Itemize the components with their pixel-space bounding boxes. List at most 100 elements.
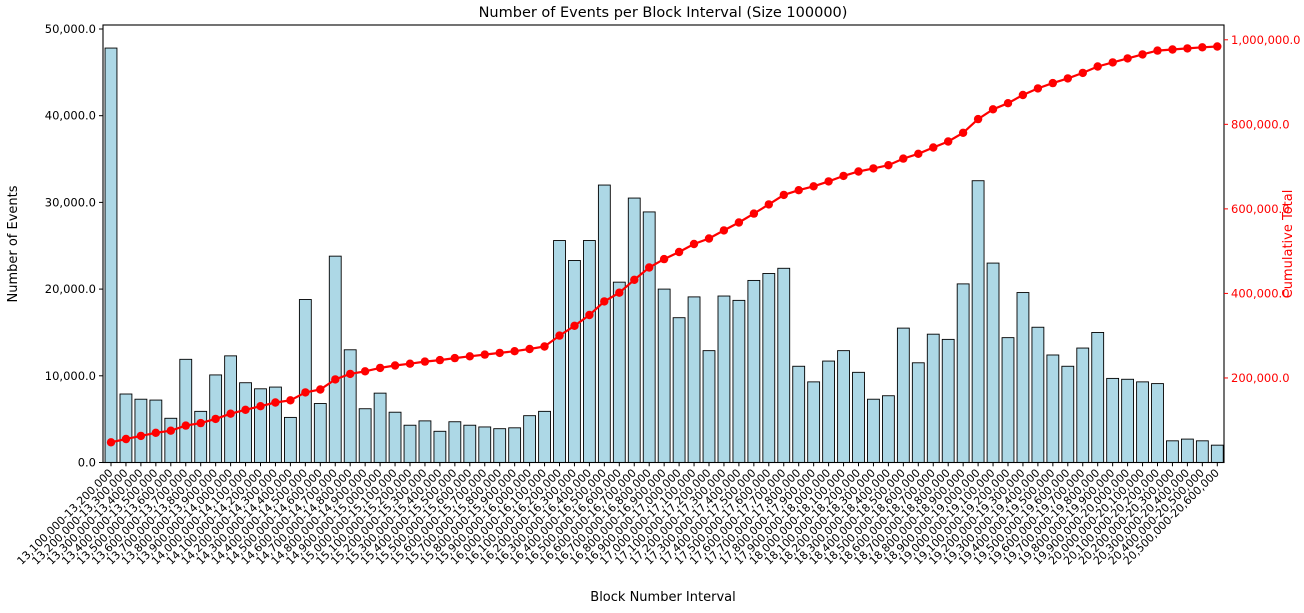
bar [926, 333, 940, 463]
bar [657, 288, 671, 463]
y-axis-title-right: Cumulative Total [1281, 190, 1296, 299]
y-right-tick-label: 600,000.0 [1231, 202, 1290, 216]
bar [448, 421, 462, 463]
bar [747, 279, 761, 463]
bar [896, 327, 910, 463]
bar [837, 350, 850, 463]
cumulative-point [1048, 78, 1058, 88]
bar [568, 260, 581, 463]
bar [1091, 332, 1105, 463]
cumulative-point [689, 239, 699, 249]
y-left-tick-label: 10,000.0 [45, 369, 96, 383]
bar [134, 398, 148, 463]
cumulative-point [645, 263, 654, 272]
y-right-tick-label: 200,000.0 [1231, 371, 1290, 385]
cumulative-point [435, 355, 445, 365]
cumulative-point [704, 234, 714, 243]
x-tick-labels: 13,100,000-13,200,00013,200,000-13,300,0… [15, 466, 1222, 567]
bar [1210, 444, 1224, 463]
cumulative-point [914, 149, 923, 158]
bar [313, 403, 327, 463]
cumulative-point [630, 275, 639, 284]
cumulative-point [1138, 50, 1147, 59]
cumulative-point [929, 143, 938, 152]
bar [1180, 438, 1194, 463]
cumulative-point [1198, 43, 1207, 52]
cumulative-point [899, 154, 908, 163]
cumulative-point [136, 431, 146, 441]
cumulative-point [181, 421, 190, 430]
y-right-ticks: 200,000.0 400,000.0 600,000.0 800,000.0 1,00… [1224, 33, 1301, 385]
cumulative-point [226, 409, 235, 418]
cumulative-point [480, 350, 489, 359]
cumulative-point [166, 426, 175, 435]
cumulative-point [450, 353, 459, 363]
bar [164, 417, 178, 463]
cumulative-point [734, 218, 744, 227]
bar [1106, 377, 1120, 463]
cumulative-point [1078, 68, 1088, 78]
cumulative-point [794, 186, 803, 195]
bar [104, 47, 118, 463]
cumulative-point [510, 347, 519, 356]
bar [717, 295, 731, 463]
cumulative-point [779, 190, 788, 200]
bar [418, 420, 432, 463]
cumulative-point [346, 369, 355, 379]
cumulative-point [331, 375, 340, 384]
bar [583, 240, 596, 463]
cumulative-point [555, 331, 564, 340]
cumulative-line-series [106, 42, 1222, 447]
y-right-tick-label: 800,000.0 [1231, 117, 1290, 131]
bar [1031, 326, 1045, 463]
cumulative-point [958, 128, 968, 137]
bar [986, 262, 1000, 463]
cumulative-point [1168, 45, 1177, 54]
cumulative-point [839, 171, 848, 181]
cumulative-point [1018, 90, 1028, 100]
bar [284, 416, 297, 463]
cumulative-point [241, 405, 250, 414]
bar [119, 393, 133, 463]
cumulative-point [585, 310, 594, 320]
cumulative-point [854, 167, 863, 176]
cumulative-point [1183, 44, 1192, 53]
bar [1136, 381, 1149, 463]
bar [807, 381, 821, 463]
bar [687, 296, 701, 463]
bar [672, 317, 686, 463]
bar [956, 283, 970, 463]
bar [762, 273, 776, 463]
bar [911, 362, 925, 463]
bar [867, 398, 880, 463]
cumulative-point [884, 161, 893, 170]
bar [553, 240, 566, 463]
bar [373, 392, 387, 463]
cumulative-point [749, 209, 759, 218]
cumulative-point [301, 388, 310, 397]
cumulative-point [375, 363, 385, 373]
bar [403, 424, 417, 463]
cumulative-point [719, 226, 729, 235]
cumulative-point [420, 357, 430, 366]
bar [538, 410, 551, 463]
bar [822, 360, 836, 463]
bar [239, 382, 252, 463]
cumulative-point [570, 321, 579, 330]
bar [627, 197, 641, 463]
cumulative-point [211, 414, 220, 424]
bar [298, 299, 312, 463]
cumulative-point [271, 398, 280, 407]
x-axis-title: Block Number Interval [590, 590, 735, 605]
cumulative-point [316, 385, 325, 394]
cumulative-point [659, 254, 669, 264]
bar [1076, 347, 1090, 463]
cumulative-point [286, 396, 295, 405]
bar [941, 338, 955, 463]
bar [777, 267, 791, 463]
bar [971, 180, 985, 463]
bar [343, 349, 357, 463]
bar [1046, 354, 1060, 463]
chart-title: Number of Events per Block Interval (Siz… [479, 5, 848, 21]
